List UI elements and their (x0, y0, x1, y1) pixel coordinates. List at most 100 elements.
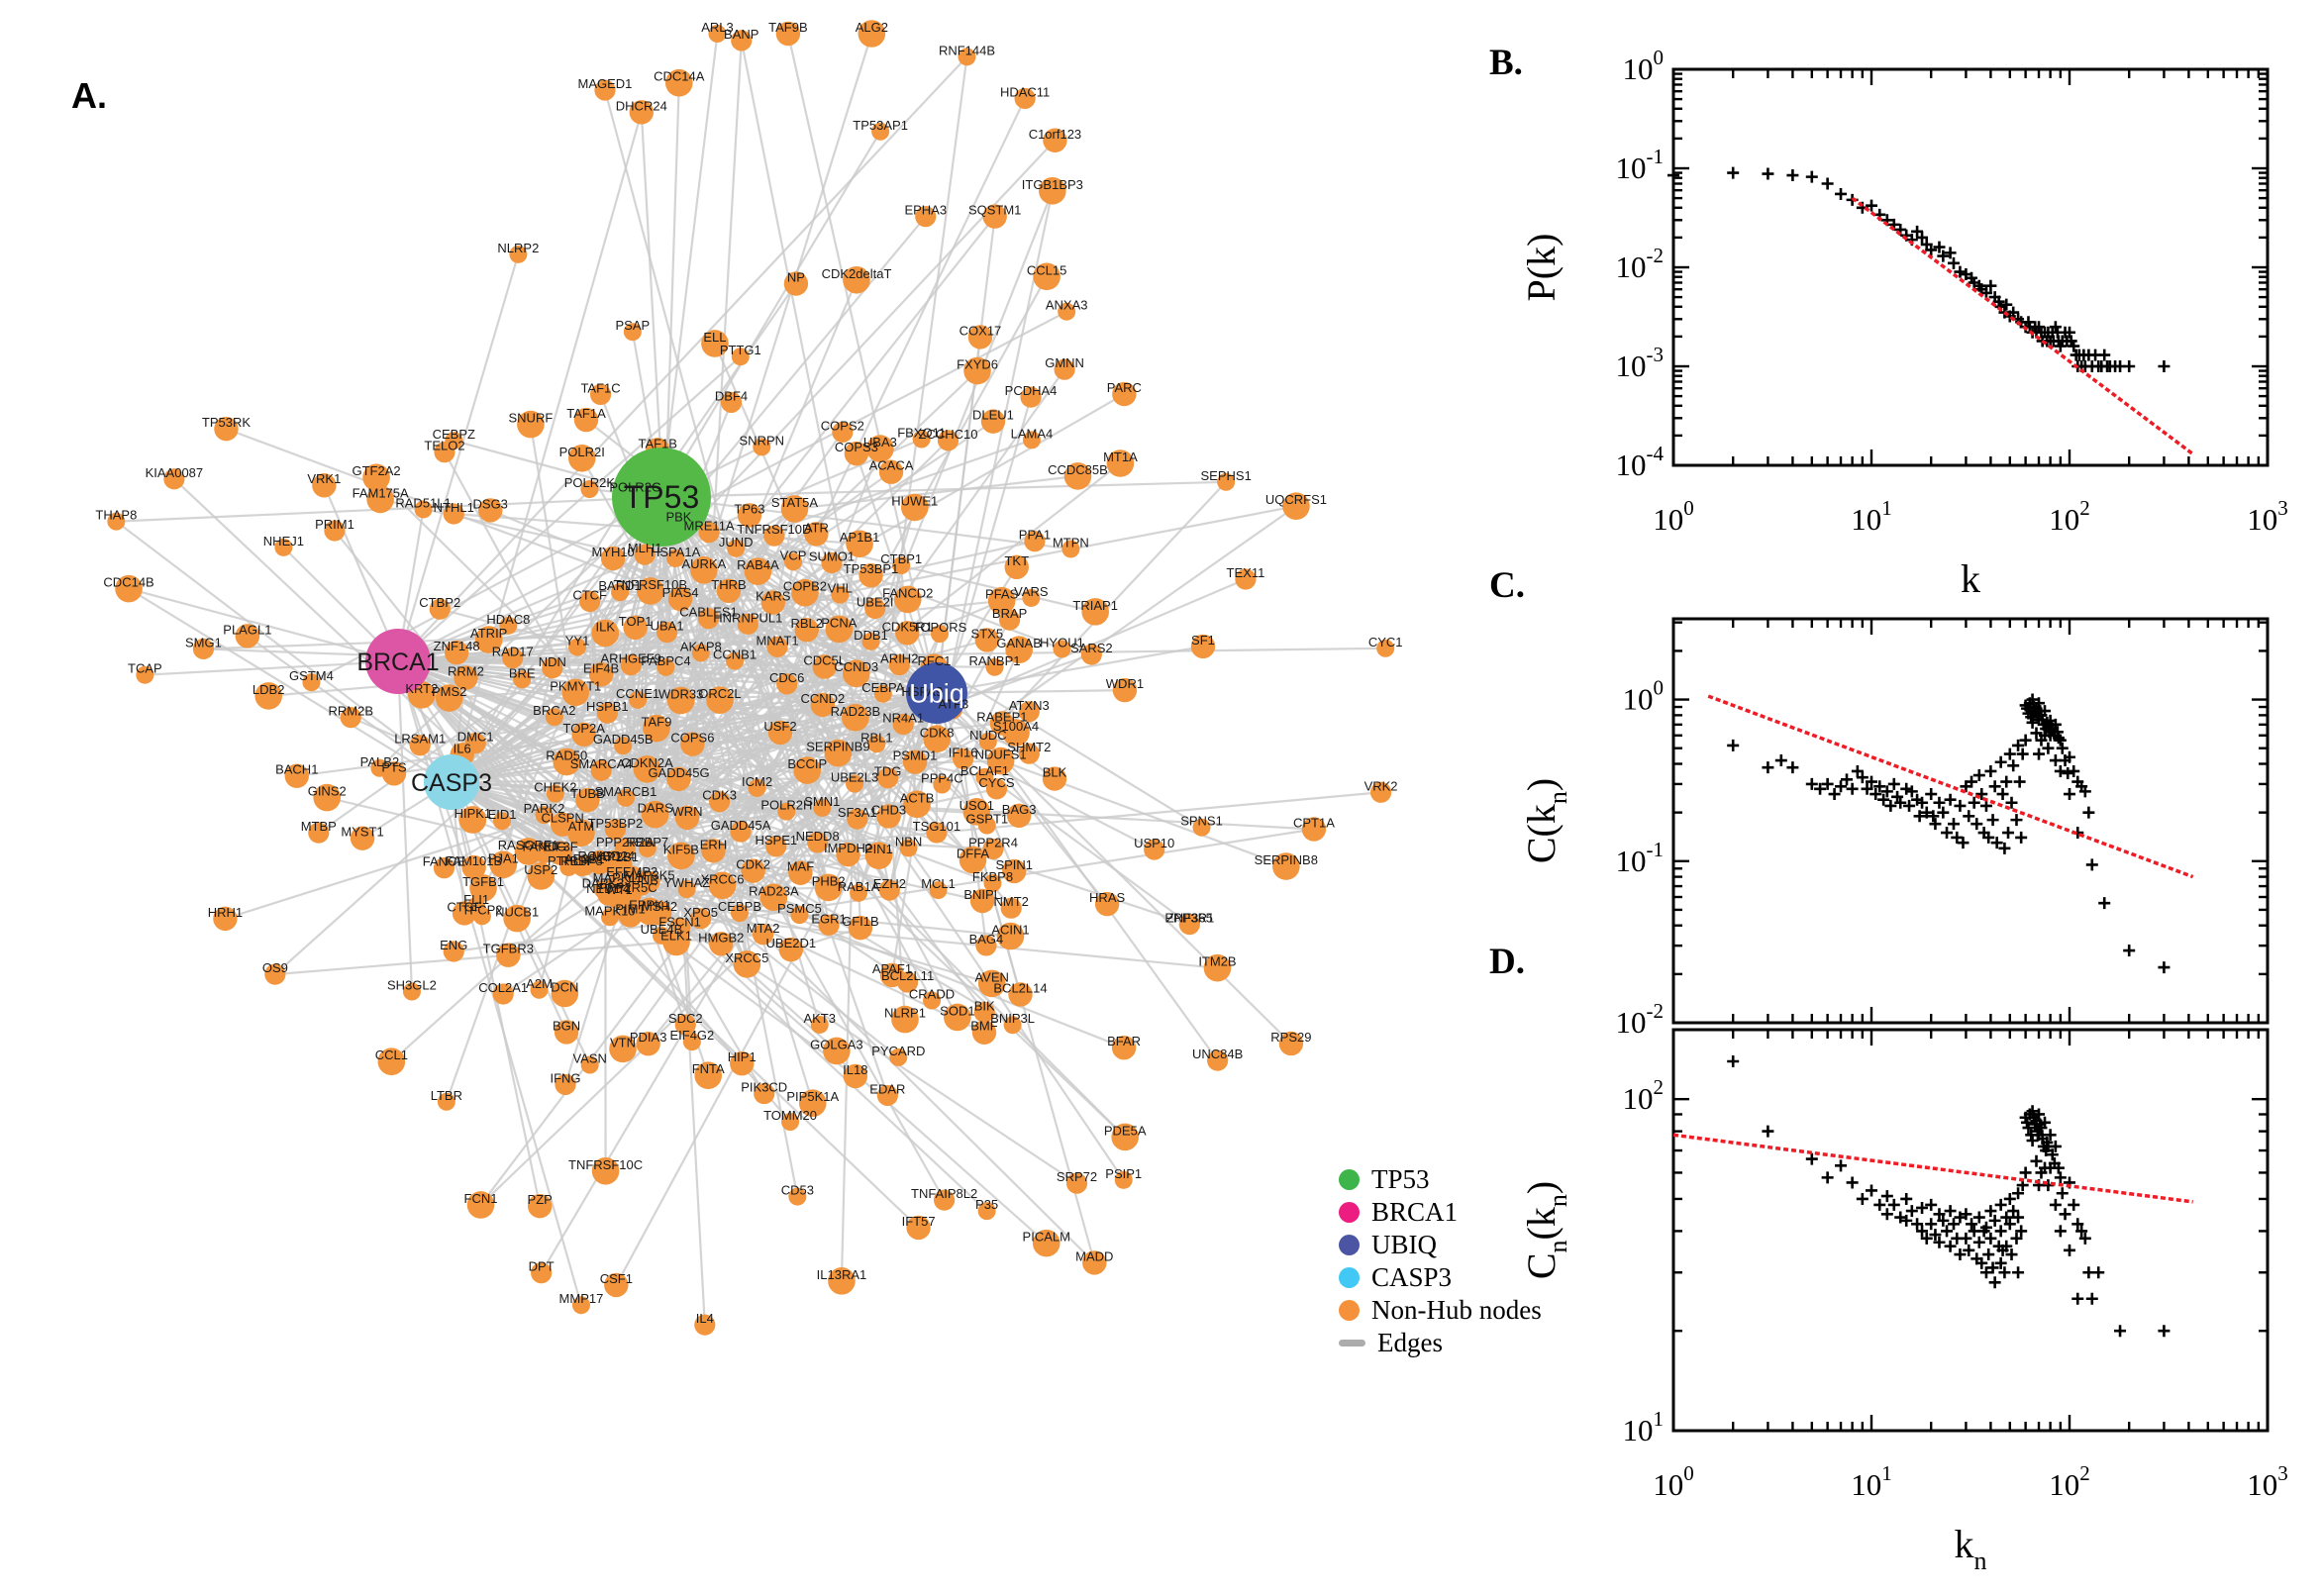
svg-text:TAF1A: TAF1A (566, 406, 606, 421)
svg-text:COPS6: COPS6 (670, 731, 714, 746)
panel-b-label: B. (1489, 43, 1523, 83)
svg-text:BRCA2: BRCA2 (533, 703, 575, 718)
svg-text:NBN: NBN (895, 834, 922, 848)
svg-text:ELK1: ELK1 (660, 928, 692, 943)
legend-label: Edges (1377, 1327, 1443, 1357)
svg-text:SMG1: SMG1 (185, 635, 222, 649)
svg-text:ICM2: ICM2 (742, 774, 772, 789)
tick-label: 101 (1851, 496, 1892, 537)
svg-text:SERPINB9: SERPINB9 (806, 740, 869, 754)
svg-text:UBE4B: UBE4B (641, 922, 683, 937)
svg-text:GSPT1: GSPT1 (965, 812, 1008, 827)
svg-text:ELL: ELL (703, 330, 726, 345)
svg-text:MRE11A: MRE11A (684, 519, 735, 534)
hub-node-tp53 (612, 448, 711, 547)
svg-text:TAF9B: TAF9B (768, 20, 808, 35)
svg-text:LRSAM1: LRSAM1 (394, 732, 446, 747)
svg-text:SH3GL2: SH3GL2 (387, 978, 437, 993)
svg-text:BIK: BIK (974, 998, 995, 1013)
svg-text:EPHA3: EPHA3 (904, 203, 947, 218)
svg-text:ITM2B: ITM2B (1198, 954, 1236, 969)
svg-text:RAD23A: RAD23A (749, 883, 799, 898)
legend-item: Edges (1339, 1328, 1542, 1357)
svg-text:CCDC85B: CCDC85B (1048, 462, 1108, 477)
hub-node-ubiq (906, 662, 967, 724)
svg-text:HYOU1: HYOU1 (1040, 635, 1084, 649)
svg-text:APAF1: APAF1 (872, 961, 912, 976)
svg-text:NHEJ1: NHEJ1 (263, 534, 304, 549)
svg-text:MSH2: MSH2 (642, 899, 677, 914)
svg-text:TP53RK: TP53RK (202, 415, 251, 430)
svg-text:CRADD: CRADD (909, 987, 955, 1002)
svg-text:DBF4: DBF4 (715, 388, 748, 403)
svg-text:CTCF: CTCF (572, 587, 607, 602)
data-points (1727, 1055, 2171, 1338)
svg-text:USF2: USF2 (763, 719, 796, 734)
svg-text:OS9: OS9 (262, 960, 288, 975)
svg-text:CHEK2: CHEK2 (534, 780, 576, 795)
svg-text:CEBPB: CEBPB (718, 899, 761, 914)
svg-text:COL2A1: COL2A1 (478, 980, 528, 995)
svg-text:FANCD2: FANCD2 (882, 585, 933, 600)
svg-text:RAD17: RAD17 (492, 645, 534, 659)
svg-text:TSG101: TSG101 (913, 819, 960, 834)
svg-text:ACIN1: ACIN1 (991, 922, 1029, 937)
legend-item: BRCA1 (1339, 1197, 1542, 1227)
svg-text:PIK3CD: PIK3CD (741, 1080, 787, 1095)
svg-text:HNRNPUL1: HNRNPUL1 (713, 610, 782, 625)
network-legend: TP53 BRCA1 UBIQ CASP3 Non-Hub nodes Edge… (1339, 1164, 1542, 1357)
svg-text:TRIAP1: TRIAP1 (1072, 598, 1118, 613)
svg-text:MTA2: MTA2 (747, 921, 780, 936)
svg-text:TP53BP1: TP53BP1 (844, 561, 899, 576)
svg-text:GINS2: GINS2 (308, 784, 347, 799)
svg-text:FAM101B: FAM101B (446, 853, 502, 868)
svg-text:S100A4: S100A4 (993, 719, 1039, 734)
svg-text:DPT: DPT (529, 1259, 555, 1274)
network-graph: THAP8 KIAA0087 TP53RK CDC14B NLRP2 MAGED1 DHCR… (95, 20, 1403, 1336)
svg-text:TNFRSF10D: TNFRSF10D (737, 522, 811, 537)
svg-text:BCL2L14: BCL2L14 (993, 980, 1047, 995)
svg-text:PIN1: PIN1 (864, 842, 893, 856)
axis-title: C(kn) (1519, 778, 1572, 863)
svg-text:SMN1: SMN1 (804, 794, 840, 809)
svg-text:SMARCB1: SMARCB1 (594, 784, 656, 799)
svg-text:CDK5R1: CDK5R1 (882, 619, 933, 634)
tick-label: 101 (1851, 1461, 1892, 1502)
panel-a-label: A. (71, 75, 107, 116)
svg-text:TEX11: TEX11 (1227, 565, 1265, 580)
svg-text:BRAP: BRAP (992, 606, 1027, 621)
svg-text:FXYD6: FXYD6 (957, 357, 998, 372)
svg-text:ATR: ATR (804, 520, 829, 535)
svg-text:CTBP2: CTBP2 (419, 595, 460, 610)
svg-text:USP10: USP10 (1134, 836, 1174, 850)
svg-text:SOD1: SOD1 (940, 1003, 974, 1018)
svg-text:XPO5: XPO5 (683, 905, 718, 920)
svg-text:CDK8: CDK8 (920, 725, 955, 740)
svg-text:ATRIP: ATRIP (470, 626, 507, 641)
svg-text:CDC6: CDC6 (769, 670, 804, 685)
svg-text:CLSPN: CLSPN (541, 811, 583, 826)
network-nodes (107, 20, 1395, 1336)
fit-line (1672, 1133, 2193, 1204)
svg-text:PRIM1: PRIM1 (315, 517, 354, 532)
legend-item: UBIQ (1339, 1230, 1542, 1259)
svg-text:RAB1A: RAB1A (838, 879, 880, 894)
svg-text:CDC14B: CDC14B (103, 575, 153, 590)
svg-text:FAM175A: FAM175A (353, 485, 409, 500)
svg-text:GADD45G: GADD45G (648, 765, 709, 780)
tick-label: 101 (1623, 1407, 1665, 1447)
svg-text:EIF4G2: EIF4G2 (669, 1028, 714, 1043)
svg-text:SNURF: SNURF (509, 411, 554, 426)
ubiq-swatch-icon (1339, 1234, 1360, 1255)
svg-text:NLRP1: NLRP1 (884, 1006, 926, 1021)
svg-text:TP63: TP63 (734, 501, 764, 516)
svg-text:IFI16: IFI16 (949, 745, 978, 759)
svg-text:SQSTM1: SQSTM1 (968, 203, 1021, 218)
svg-text:SHMT2: SHMT2 (1007, 740, 1051, 754)
svg-text:BRE: BRE (509, 665, 536, 680)
axis-title: Cn(kn) (1519, 1181, 1572, 1279)
svg-text:WT1: WT1 (605, 882, 632, 897)
svg-text:XRCC6: XRCC6 (700, 871, 744, 886)
svg-text:PTTG1: PTTG1 (720, 343, 761, 357)
svg-text:CYCS: CYCS (978, 775, 1014, 790)
